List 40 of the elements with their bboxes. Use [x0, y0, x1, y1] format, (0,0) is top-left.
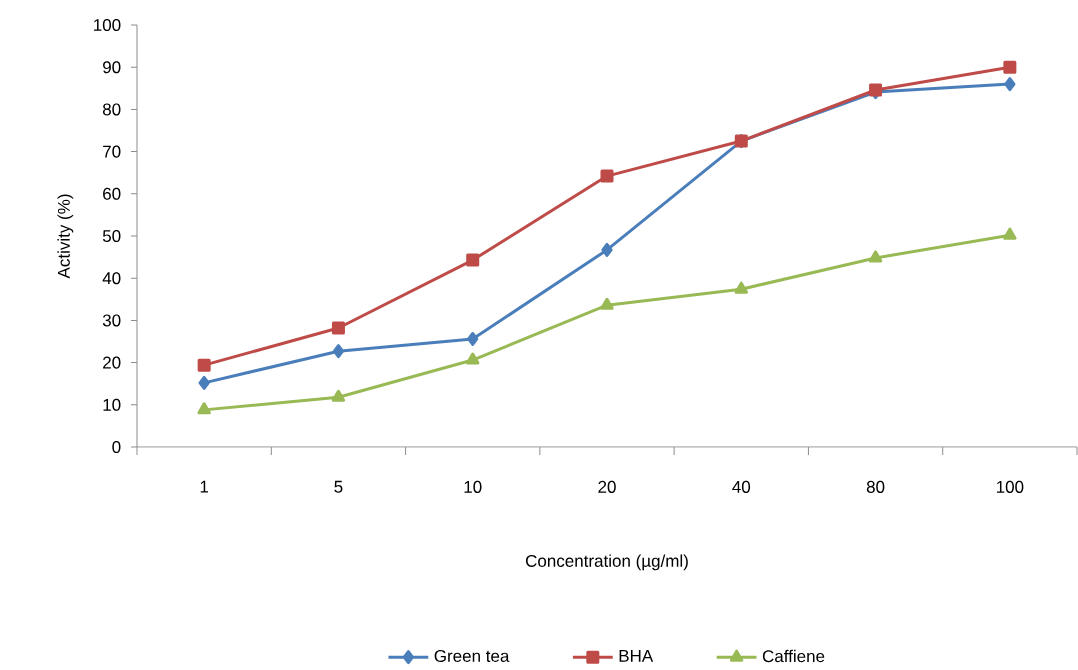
- y-tick-label: 100: [94, 18, 121, 32]
- y-tick-label: 10: [103, 398, 121, 411]
- legend-label: BHA: [619, 650, 654, 662]
- point: [868, 250, 883, 263]
- point: [601, 242, 613, 257]
- y-tick-label: 70: [103, 145, 121, 158]
- point: [332, 344, 345, 359]
- point: [600, 169, 614, 183]
- point: [197, 358, 211, 372]
- legend-label: Green tea: [434, 649, 510, 662]
- x-tick-label: 80: [866, 480, 885, 493]
- y-tick-label: 20: [103, 356, 121, 369]
- legend-label: Caffiene: [762, 649, 825, 663]
- point: [466, 352, 480, 365]
- x-tick-label: 5: [334, 480, 343, 493]
- point: [1003, 227, 1017, 240]
- x-tick-label: 100: [996, 480, 1024, 493]
- point: [1004, 77, 1016, 92]
- point: [467, 331, 479, 346]
- y-tick-label: 90: [103, 61, 121, 74]
- point: [331, 389, 346, 402]
- x-tick-label: 1: [200, 480, 209, 493]
- x-tick-label: 20: [598, 480, 616, 493]
- point: [1003, 60, 1017, 74]
- x-tick-label: 40: [732, 480, 751, 493]
- y-tick-label: 60: [103, 187, 121, 200]
- y-tick-label: 30: [102, 314, 121, 327]
- y-tick-label: 40: [102, 272, 121, 285]
- y-tick-label: 50: [102, 229, 121, 243]
- point: [198, 375, 210, 390]
- point: [734, 281, 748, 294]
- point: [331, 321, 345, 335]
- x-tick-label: 10: [464, 480, 482, 493]
- point: [600, 297, 614, 310]
- y-tick-label: 80: [102, 103, 121, 116]
- point: [197, 402, 211, 415]
- point: [466, 253, 480, 267]
- y-tick-label: 0: [112, 440, 121, 454]
- y-axis-title: Activity (%): [57, 194, 74, 279]
- x-axis-title: Concentration (µg/ml): [525, 554, 688, 571]
